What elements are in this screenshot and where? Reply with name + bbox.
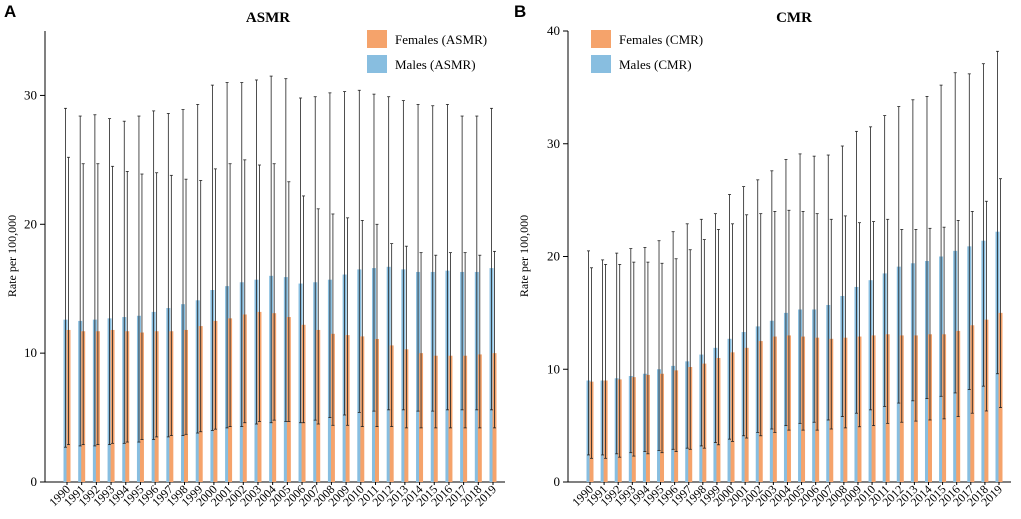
y-tick-label: 0	[554, 474, 561, 489]
y-tick-label: 20	[24, 216, 37, 231]
chart-asmr: A ASMR Rate per 100,000 0102030199019911…	[4, 2, 505, 509]
panel-letter-b: B	[514, 2, 526, 21]
panel-a: A ASMR Rate per 100,000 0 10 20 30 1990 1991 1…	[0, 0, 510, 514]
legend: Females (CMR) Males (CMR)	[591, 30, 703, 73]
legend-swatch-males	[591, 55, 611, 73]
chart-title-asmr: ASMR	[246, 10, 290, 26]
chart-cmr: B CMR Rate per 100,000 01020304019901991…	[514, 2, 1011, 509]
y-tick-label: 10	[24, 345, 37, 360]
y-tick-label: 20	[547, 249, 560, 264]
legend-label-females: Females (ASMR)	[395, 32, 487, 47]
legend-swatch-females	[591, 30, 611, 48]
y-axis-label-asmr: Rate per 100,000	[5, 215, 19, 297]
y-tick-label: 10	[547, 361, 560, 376]
legend-swatch-females	[367, 30, 387, 48]
legend: Females (ASMR) Males (ASMR)	[367, 30, 487, 73]
y-axis-label-cmr: Rate per 100,000	[517, 215, 531, 297]
y-tick-label: 30	[547, 136, 560, 151]
legend-swatch-males	[367, 55, 387, 73]
y-tick-label: 30	[24, 87, 37, 102]
legend-label-males: Males (ASMR)	[395, 57, 476, 72]
legend-label-females: Females (CMR)	[619, 32, 703, 47]
panel-b: B CMR Rate per 100,000 0 10 20 30 40 1990 1991…	[511, 0, 1021, 514]
legend-label-males: Males (CMR)	[619, 57, 692, 72]
chart-title-cmr: CMR	[776, 10, 812, 26]
panel-letter-a: A	[4, 2, 16, 21]
y-tick-label: 0	[31, 474, 38, 489]
y-tick-label: 40	[547, 23, 560, 38]
